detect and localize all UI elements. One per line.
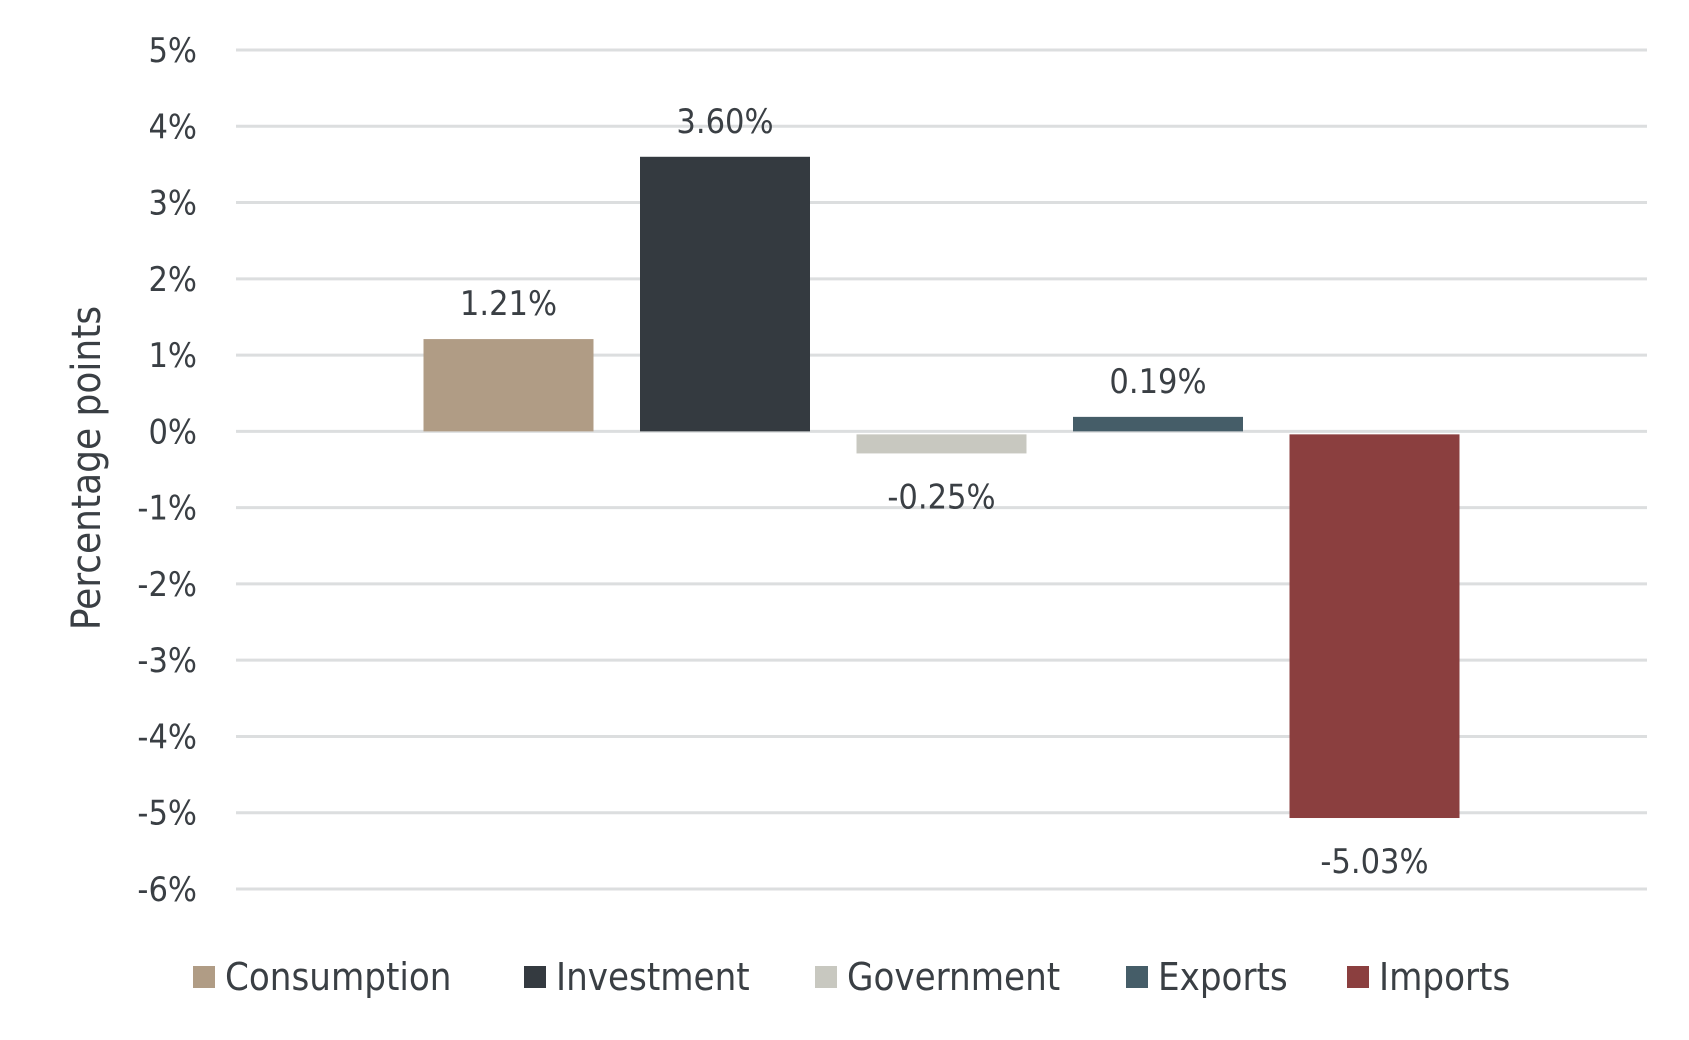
bars bbox=[423, 156, 1460, 819]
legend-item-imports: Imports bbox=[1347, 955, 1510, 999]
y-tick-label: 0% bbox=[148, 412, 197, 452]
legend-swatch bbox=[524, 966, 546, 988]
legend-label: Government bbox=[847, 955, 1060, 999]
y-tick-label: 3% bbox=[148, 184, 197, 224]
legend-swatch bbox=[815, 966, 837, 988]
bar-investment bbox=[640, 156, 810, 432]
legend-label: Exports bbox=[1158, 955, 1288, 999]
y-tick-label: -1% bbox=[137, 489, 197, 529]
data-labels: 1.21% 3.60% -0.25% 0.19% -5.03% bbox=[460, 102, 1429, 882]
y-tick-label: 4% bbox=[148, 107, 197, 147]
legend: Consumption Investment Government Exports Im… bbox=[193, 955, 1510, 999]
bar-exports bbox=[1073, 416, 1243, 432]
legend-item-exports: Exports bbox=[1126, 955, 1288, 999]
y-tick-label: -4% bbox=[137, 717, 197, 757]
legend-item-investment: Investment bbox=[524, 955, 750, 999]
data-label: 0.19% bbox=[1109, 362, 1206, 402]
legend-swatch bbox=[1347, 966, 1369, 988]
data-label: -5.03% bbox=[1320, 842, 1428, 882]
y-tick-label: 2% bbox=[148, 260, 197, 300]
y-tick-label: 5% bbox=[148, 31, 197, 71]
y-tick-label: -5% bbox=[137, 794, 197, 834]
data-label: 3.60% bbox=[676, 102, 773, 142]
data-label: -0.25% bbox=[887, 477, 995, 517]
bar-consumption bbox=[423, 339, 594, 432]
legend-label: Investment bbox=[556, 955, 750, 999]
y-tick-label: -3% bbox=[137, 641, 197, 681]
legend-label: Imports bbox=[1379, 955, 1510, 999]
bar-imports bbox=[1289, 434, 1460, 819]
data-label: 1.21% bbox=[460, 284, 557, 324]
y-axis-ticks: 5% 4% 3% 2% 1% 0% -1% -2% -3% -4% -5% -6% bbox=[137, 31, 197, 910]
legend-item-government: Government bbox=[815, 955, 1060, 999]
legend-item-consumption: Consumption bbox=[193, 955, 451, 999]
legend-swatch bbox=[193, 966, 215, 988]
y-tick-label: 1% bbox=[148, 336, 197, 376]
y-tick-label: -6% bbox=[137, 870, 197, 910]
legend-label: Consumption bbox=[225, 955, 451, 999]
y-axis-label: Percentage points bbox=[64, 306, 110, 630]
legend-swatch bbox=[1126, 966, 1148, 988]
bar-government bbox=[856, 434, 1027, 454]
y-tick-label: -2% bbox=[137, 565, 197, 605]
